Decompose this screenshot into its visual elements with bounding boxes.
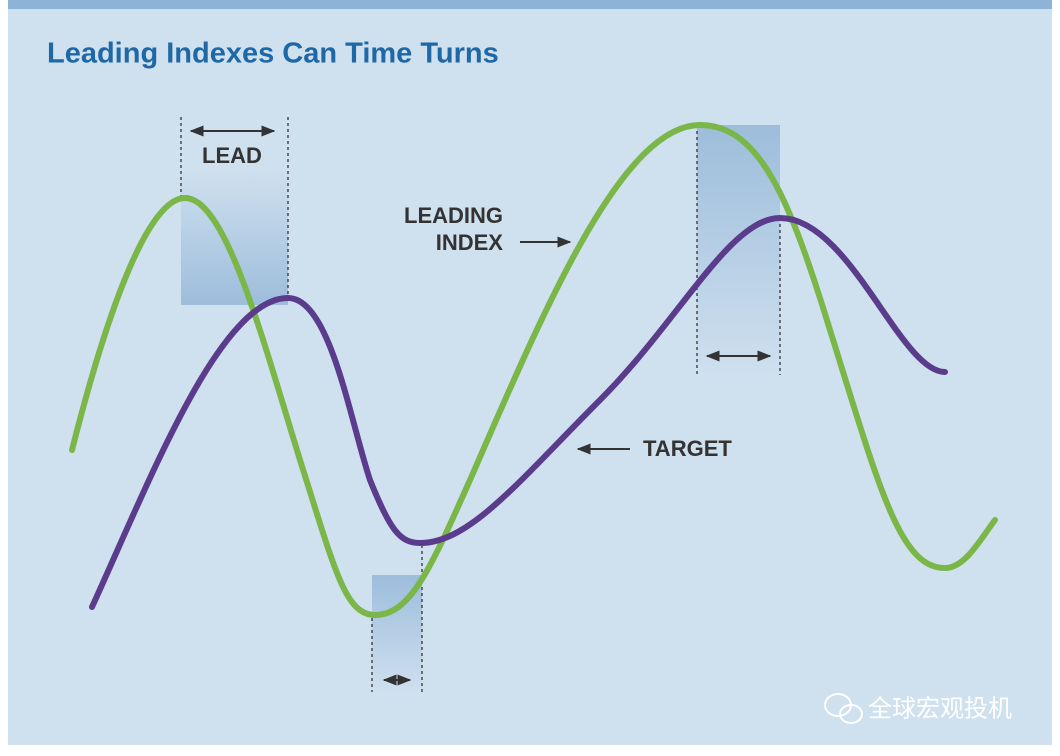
leading-index-label: INDEX — [436, 230, 504, 255]
target-curve — [89, 214, 948, 610]
leading-index-curve — [69, 121, 998, 619]
title: Leading Indexes Can Time Turns — [47, 38, 499, 70]
top-strip — [8, 0, 1052, 9]
watermark: 全球宏观投机 — [868, 695, 1012, 722]
lead-band — [181, 170, 288, 305]
lead-label: LEAD — [202, 143, 262, 168]
lead-band — [697, 125, 780, 375]
target-label: TARGET — [643, 436, 732, 461]
panel — [8, 0, 1052, 745]
watermark-icon — [824, 693, 863, 724]
leading-index-label: LEADING — [404, 203, 503, 228]
